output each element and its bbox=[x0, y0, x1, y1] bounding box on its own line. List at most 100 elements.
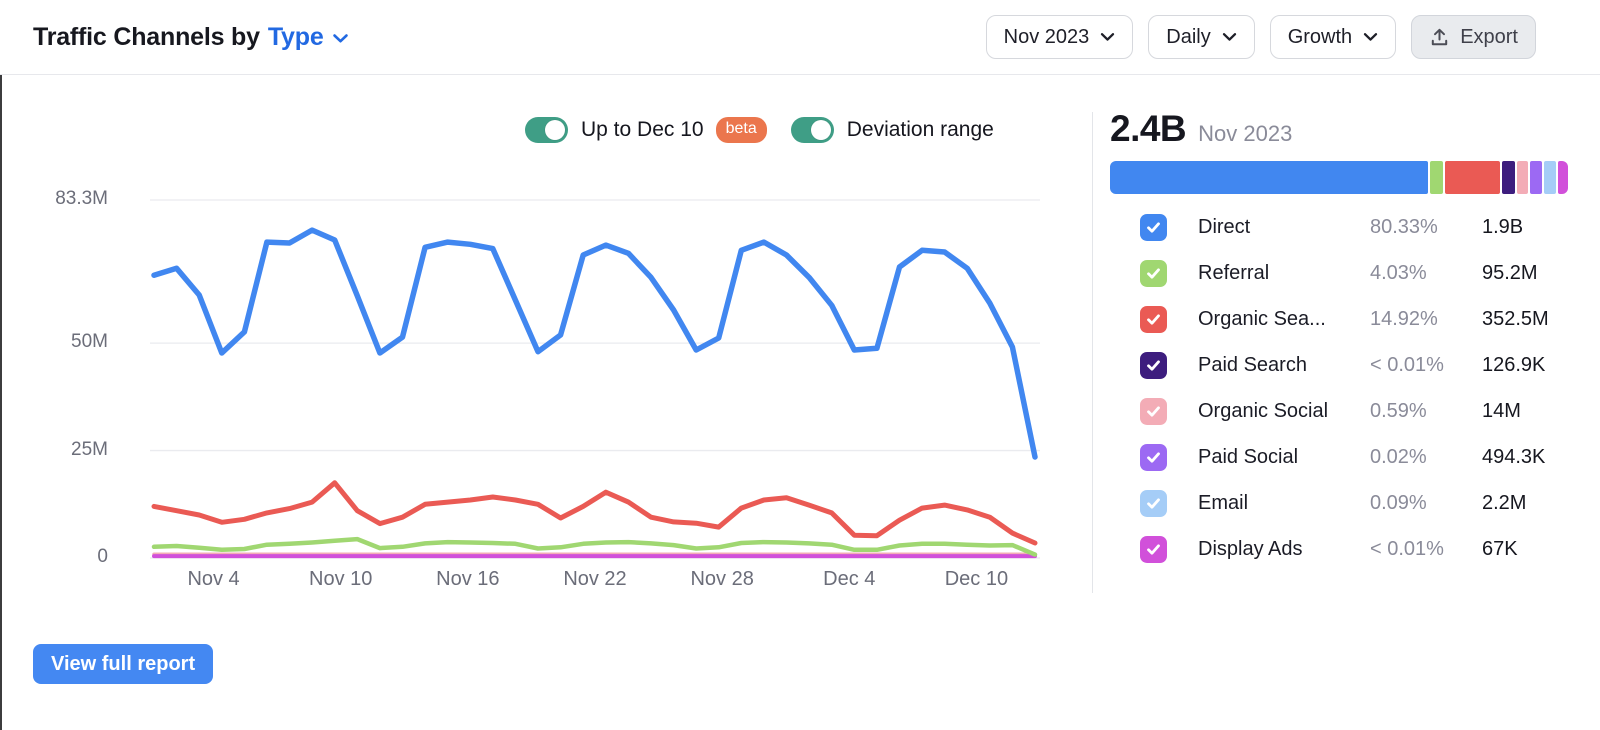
checkbox-display-ads[interactable] bbox=[1140, 536, 1167, 563]
legend-value: 2.2M bbox=[1482, 492, 1526, 515]
chart-canvas[interactable] bbox=[150, 165, 1040, 565]
metric-dropdown-value: Growth bbox=[1288, 26, 1352, 49]
view-full-report-button[interactable]: View full report bbox=[33, 644, 213, 684]
checkbox-paid-social[interactable] bbox=[1140, 444, 1167, 471]
up-to-dec10-toggle[interactable] bbox=[525, 117, 568, 143]
panel-divider bbox=[1092, 112, 1093, 593]
legend-percent: 0.02% bbox=[1370, 446, 1482, 469]
bar-segment-paid-social bbox=[1530, 161, 1541, 194]
legend-percent: 0.59% bbox=[1370, 400, 1482, 423]
checkmark-icon bbox=[1145, 541, 1162, 558]
legend-label: Paid Social bbox=[1198, 446, 1370, 469]
checkbox-paid-search[interactable] bbox=[1140, 352, 1167, 379]
header-controls: Nov 2023 Daily Growth Export bbox=[986, 15, 1536, 59]
checkmark-icon bbox=[1145, 265, 1162, 282]
legend-row-organic-sea: Organic Sea...14.92%352.5M bbox=[1140, 306, 1568, 333]
bar-segment-organic-search bbox=[1445, 161, 1500, 194]
legend-label: Organic Sea... bbox=[1198, 308, 1370, 331]
legend-label: Referral bbox=[1198, 262, 1370, 285]
bar-segment-display-ads bbox=[1558, 161, 1568, 194]
checkbox-referral[interactable] bbox=[1140, 260, 1167, 287]
y-axis-tick: 50M bbox=[30, 331, 108, 353]
checkmark-icon bbox=[1145, 357, 1162, 374]
chevron-down-icon bbox=[332, 33, 349, 44]
legend-value: 1.9B bbox=[1482, 216, 1523, 239]
legend-percent: < 0.01% bbox=[1370, 354, 1482, 377]
deviation-range-toggle[interactable] bbox=[791, 117, 834, 143]
granularity-dropdown-value: Daily bbox=[1166, 26, 1210, 49]
legend-value: 352.5M bbox=[1482, 308, 1549, 331]
legend-percent: 4.03% bbox=[1370, 262, 1482, 285]
legend-value: 67K bbox=[1482, 538, 1518, 561]
checkbox-email[interactable] bbox=[1140, 490, 1167, 517]
period-dropdown-value: Nov 2023 bbox=[1004, 26, 1090, 49]
legend-row-referral: Referral4.03%95.2M bbox=[1140, 260, 1568, 287]
page-title: Traffic Channels by Type bbox=[33, 23, 349, 52]
y-axis-tick: 0 bbox=[30, 546, 108, 568]
title-type-dropdown[interactable]: Type bbox=[268, 23, 349, 52]
total-visits-period: Nov 2023 bbox=[1198, 121, 1292, 147]
screen-left-edge bbox=[0, 0, 2, 730]
traffic-channels-widget: Traffic Channels by Type Nov 2023 Daily … bbox=[0, 0, 1600, 730]
legend-label: Direct bbox=[1198, 216, 1370, 239]
legend-percent: 0.09% bbox=[1370, 492, 1482, 515]
chevron-down-icon bbox=[1100, 32, 1115, 42]
x-axis-tick: Dec 4 bbox=[823, 568, 875, 591]
legend-label: Display Ads bbox=[1198, 538, 1370, 561]
checkbox-direct[interactable] bbox=[1140, 214, 1167, 241]
bar-segment-email bbox=[1544, 161, 1556, 194]
up-to-dec10-label: Up to Dec 10 bbox=[581, 118, 704, 142]
x-axis-tick: Nov 4 bbox=[187, 568, 239, 591]
y-axis-tick: 83.3M bbox=[30, 188, 108, 210]
total-block: 2.4B Nov 2023 bbox=[1110, 108, 1568, 150]
checkmark-icon bbox=[1145, 449, 1162, 466]
chevron-down-icon bbox=[1222, 32, 1237, 42]
checkbox-organic-sea[interactable] bbox=[1140, 306, 1167, 333]
x-axis-tick: Nov 16 bbox=[436, 568, 499, 591]
legend-row-display-ads: Display Ads< 0.01%67K bbox=[1140, 536, 1568, 563]
legend-label: Paid Search bbox=[1198, 354, 1370, 377]
bar-segment-direct bbox=[1110, 161, 1428, 194]
metric-dropdown[interactable]: Growth bbox=[1270, 15, 1396, 59]
legend-label: Email bbox=[1198, 492, 1370, 515]
upload-icon bbox=[1429, 27, 1450, 48]
line-chart: 83.3M 50M 25M 0 Nov 4 Nov 10 Nov 16 Nov 22 Nov 2… bbox=[30, 165, 1040, 605]
channel-legend: Direct80.33%1.9B Referral4.03%95.2M Organi… bbox=[1110, 214, 1568, 563]
bar-segment-referral bbox=[1430, 161, 1442, 194]
legend-percent: 80.33% bbox=[1370, 216, 1482, 239]
x-axis-tick: Nov 28 bbox=[690, 568, 753, 591]
channel-distribution-bar bbox=[1110, 161, 1568, 194]
granularity-dropdown[interactable]: Daily bbox=[1148, 15, 1254, 59]
deviation-range-label: Deviation range bbox=[847, 118, 994, 142]
checkmark-icon bbox=[1145, 495, 1162, 512]
x-axis-tick: Nov 22 bbox=[563, 568, 626, 591]
toggle-group-up-to: Up to Dec 10 beta bbox=[525, 117, 767, 143]
bar-segment-paid-search bbox=[1502, 161, 1515, 194]
legend-percent: 14.92% bbox=[1370, 308, 1482, 331]
series-line-organic-search[interactable] bbox=[154, 483, 1035, 543]
total-visits-value: 2.4B bbox=[1110, 108, 1186, 150]
title-type-label: Type bbox=[268, 23, 324, 52]
y-axis-tick: 25M bbox=[30, 439, 108, 461]
legend-value: 14M bbox=[1482, 400, 1521, 423]
legend-label: Organic Social bbox=[1198, 400, 1370, 423]
legend-value: 126.9K bbox=[1482, 354, 1545, 377]
checkbox-organic-social[interactable] bbox=[1140, 398, 1167, 425]
title-text: Traffic Channels by bbox=[33, 23, 260, 52]
summary-panel: 2.4B Nov 2023 Direct80.33%1.9B Referral4.… bbox=[1110, 108, 1568, 563]
legend-percent: < 0.01% bbox=[1370, 538, 1482, 561]
export-button[interactable]: Export bbox=[1411, 15, 1536, 59]
x-axis-tick: Nov 10 bbox=[309, 568, 372, 591]
checkmark-icon bbox=[1145, 219, 1162, 236]
checkmark-icon bbox=[1145, 403, 1162, 420]
period-dropdown[interactable]: Nov 2023 bbox=[986, 15, 1134, 59]
checkmark-icon bbox=[1145, 311, 1162, 328]
series-line-referral[interactable] bbox=[154, 539, 1035, 555]
beta-badge: beta bbox=[716, 117, 767, 143]
widget-header: Traffic Channels by Type Nov 2023 Daily … bbox=[0, 0, 1600, 75]
bar-segment-organic-social bbox=[1517, 161, 1528, 194]
legend-value: 494.3K bbox=[1482, 446, 1545, 469]
legend-row-organic-social: Organic Social0.59%14M bbox=[1140, 398, 1568, 425]
chevron-down-icon bbox=[1363, 32, 1378, 42]
x-axis-tick: Dec 10 bbox=[945, 568, 1008, 591]
